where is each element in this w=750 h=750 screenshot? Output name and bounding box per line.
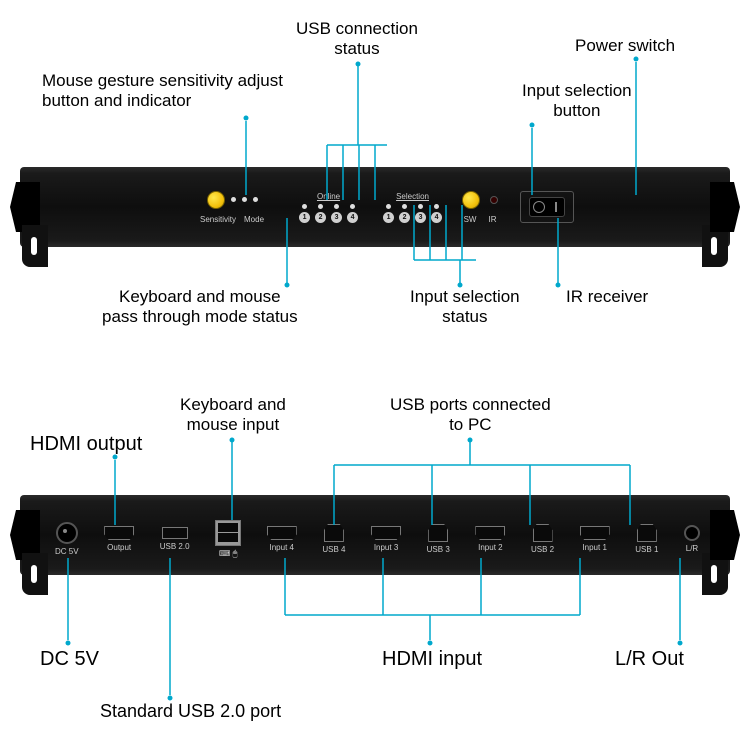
dot-usb20 bbox=[168, 696, 173, 701]
dot-hdmi-in bbox=[428, 641, 433, 646]
dot-kbm-input bbox=[230, 438, 235, 443]
back-callout-lines bbox=[0, 0, 750, 750]
dot-usb-pc bbox=[468, 438, 473, 443]
dot-lr-out bbox=[678, 641, 683, 646]
dot-hdmi-output bbox=[113, 455, 118, 460]
dot-dc5v bbox=[66, 641, 71, 646]
